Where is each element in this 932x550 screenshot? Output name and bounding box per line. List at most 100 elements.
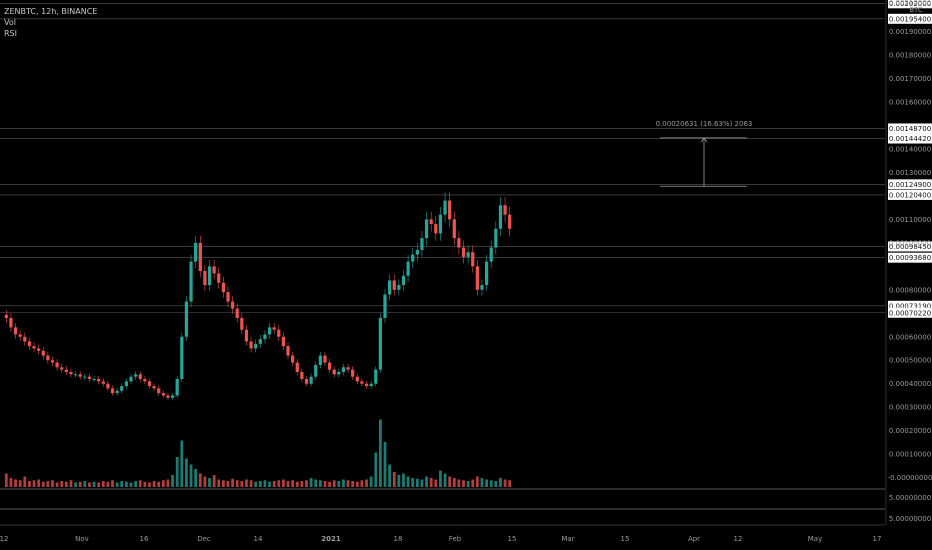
candle-57 <box>267 327 272 335</box>
candle-46 <box>217 273 221 283</box>
candle-108 <box>503 205 507 215</box>
price-tag-0: 0.00202000 <box>889 0 931 8</box>
volume-bar-44 <box>208 478 211 487</box>
arrow-up-icon <box>700 137 708 143</box>
x-tick-5: 2021 <box>321 535 341 543</box>
candle-84 <box>392 280 396 290</box>
candle-91 <box>424 219 429 239</box>
candle-48 <box>226 292 230 302</box>
volume-bar-30 <box>143 481 147 487</box>
price-tag-2: 0.00148700 <box>889 125 931 133</box>
volume-bar-102 <box>475 476 479 487</box>
candle-28 <box>134 374 138 377</box>
price-tag-bg-2 <box>888 123 932 134</box>
y-tick-2: 0.00170000 <box>889 75 931 83</box>
candle-18 <box>87 376 92 380</box>
symbol-title: ZENBTC, 12h, BINANCE <box>4 7 98 16</box>
candle-82 <box>383 294 387 318</box>
x-tick-13: May <box>808 535 822 543</box>
volume-bar-80 <box>374 452 378 487</box>
volume-bar-25 <box>120 481 124 487</box>
volume-bar-9 <box>46 481 50 487</box>
candle-25 <box>120 386 124 391</box>
volume-bar-6 <box>32 480 36 487</box>
candle-24 <box>115 390 119 394</box>
candle-97 <box>452 219 456 239</box>
candle-60 <box>281 336 286 347</box>
volume-bar-68 <box>318 480 322 487</box>
volume-bar-50 <box>235 480 239 487</box>
volume-bar-18 <box>88 482 91 487</box>
price-tag-bg-0 <box>888 0 932 9</box>
candle-78 <box>364 383 369 387</box>
candle-104 <box>484 261 489 286</box>
volume-bars <box>4 419 512 487</box>
volume-bar-96 <box>448 476 452 487</box>
volume-bar-73 <box>342 479 345 487</box>
x-tick-14: 17 <box>873 535 882 543</box>
candle-26 <box>124 381 128 387</box>
candle-1 <box>9 317 13 328</box>
candle-36 <box>170 395 175 398</box>
volume-bar-16 <box>78 481 82 487</box>
volume-bar-0 <box>4 473 8 487</box>
candle-56 <box>263 334 267 340</box>
volume-bar-98 <box>457 479 461 487</box>
candle-0 <box>4 314 8 318</box>
candle-44 <box>207 266 212 286</box>
volume-bar-83 <box>388 464 392 487</box>
candle-9 <box>46 355 50 361</box>
y-tick-9: 0.00060000 <box>889 333 931 341</box>
price-tag-bg-8 <box>888 300 932 311</box>
price-axis[interactable]: 0.00202000 0.00195400 0.00148700 0.00144420… <box>885 0 932 525</box>
candle-22 <box>106 383 110 389</box>
candle-23 <box>110 388 115 394</box>
volume-bar-60 <box>282 479 285 487</box>
y-tick-13: 0.00020000 <box>889 427 931 435</box>
volume-bar-64 <box>300 481 304 487</box>
price-tag-bg-9 <box>888 307 932 318</box>
volume-bar-69 <box>323 481 327 487</box>
lower-panel-tick-1: 5.00000000 <box>889 515 931 523</box>
volume-bar-57 <box>268 481 271 487</box>
candle-39 <box>184 301 189 337</box>
candle-69 <box>323 355 327 363</box>
volume-bar-11 <box>55 482 59 487</box>
volume-bar-4 <box>23 476 27 487</box>
volume-bar-29 <box>138 480 142 487</box>
volume-bar-79 <box>369 476 373 487</box>
y-tick-15: -0.00000000 <box>888 474 932 482</box>
candle-106 <box>494 228 498 248</box>
volume-bar-12 <box>60 481 64 487</box>
price-tag-6: 0.00098450 <box>889 243 931 251</box>
candle-79 <box>369 383 373 387</box>
measure-tool[interactable]: 0.00020631 (16.63%) 2063 <box>656 120 753 187</box>
volume-bar-41 <box>194 469 198 487</box>
candle-100 <box>466 252 470 257</box>
currency-label: BTC <box>909 6 923 14</box>
candle-20 <box>97 379 101 382</box>
volume-bar-17 <box>83 481 87 487</box>
volume-bar-35 <box>166 479 170 487</box>
candle-21 <box>101 381 105 384</box>
candle-42 <box>198 242 202 272</box>
time-axis[interactable]: 12 Nov 16 Dec 14 2021 18 Feb 15 Mar 15 Apr 12 May 17 <box>0 535 881 543</box>
price-tag-3: 0.00144420 <box>889 135 931 143</box>
volume-bar-88 <box>411 478 415 487</box>
volume-bar-27 <box>129 482 133 487</box>
volume-bar-90 <box>420 479 424 487</box>
candle-71 <box>332 369 336 375</box>
candle-102 <box>475 266 479 290</box>
price-tag-bg-7 <box>888 252 932 263</box>
candle-103 <box>480 285 484 290</box>
volume-bar-78 <box>365 479 368 487</box>
candle-5 <box>27 341 32 347</box>
volume-bar-84 <box>392 472 396 487</box>
candle-4 <box>23 336 27 342</box>
x-tick-8: 15 <box>508 535 517 543</box>
volume-bar-49 <box>231 478 234 487</box>
vol-indicator-label: Vol <box>4 18 16 27</box>
candle-2 <box>13 327 18 335</box>
candle-3 <box>18 334 22 337</box>
